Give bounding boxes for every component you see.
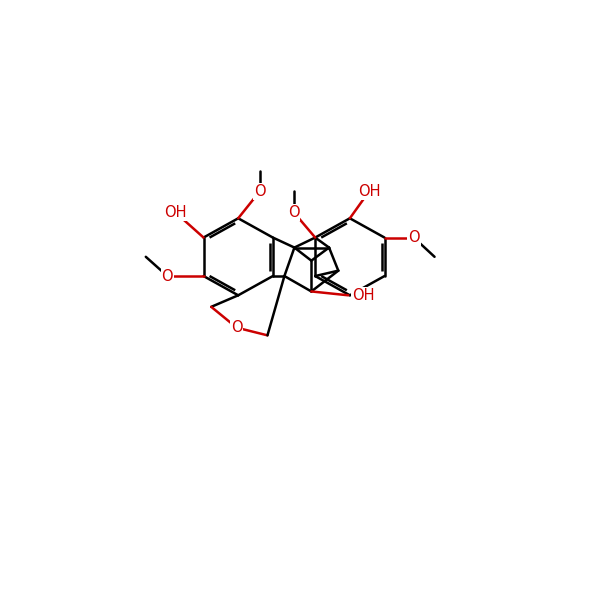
- Text: OH: OH: [352, 288, 375, 303]
- Text: OH: OH: [164, 205, 187, 220]
- Text: O: O: [408, 230, 419, 245]
- Text: O: O: [288, 205, 299, 220]
- Text: O: O: [254, 184, 266, 199]
- Text: O: O: [161, 269, 173, 284]
- Text: O: O: [231, 320, 242, 335]
- Text: OH: OH: [358, 184, 380, 199]
